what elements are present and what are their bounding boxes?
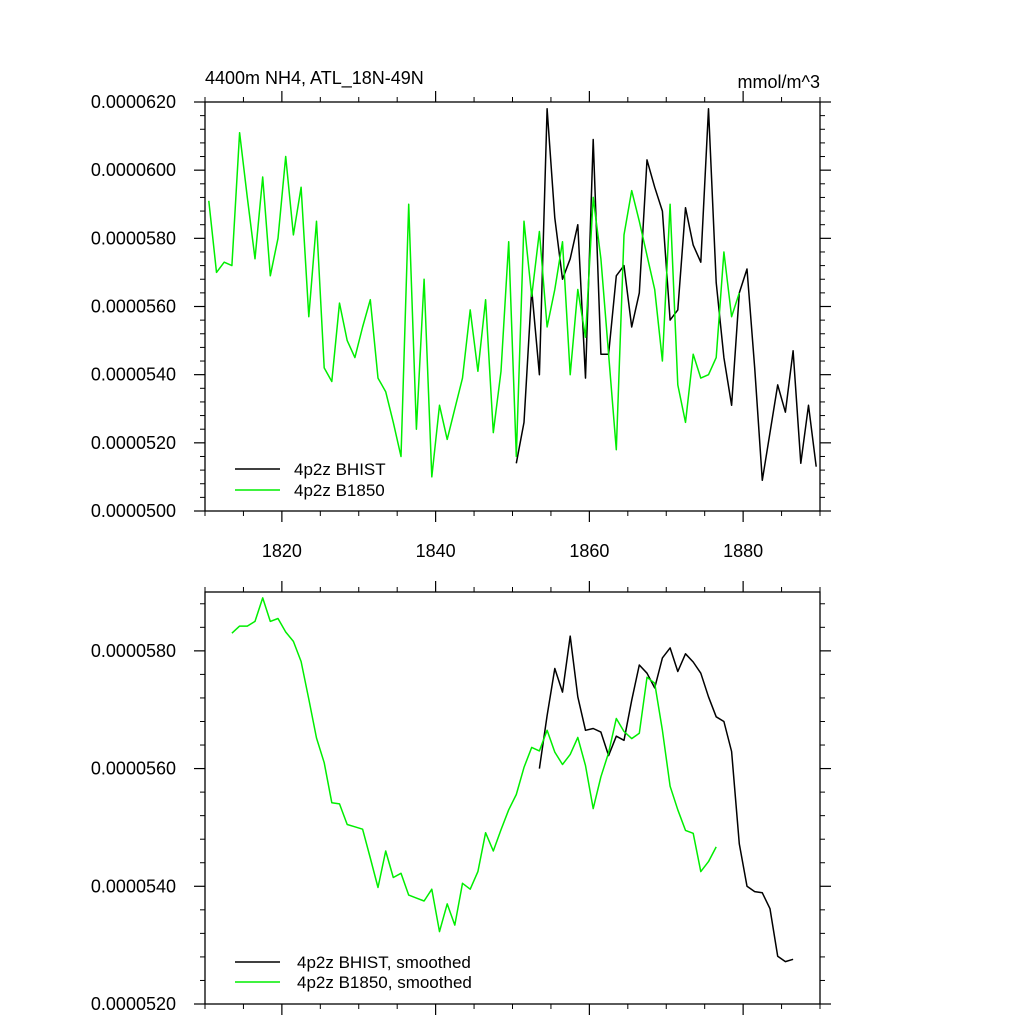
bottom-y-tick-label: 0.0000580 — [91, 641, 176, 661]
chart-title: 4400m NH4, ATL_18N-49N — [205, 68, 424, 89]
top-plot-marks — [208, 108, 817, 482]
top-series-line-1 — [208, 131, 741, 478]
bottom-y-tick-label: 0.0000560 — [91, 759, 176, 779]
top-plot-frame — [204, 101, 821, 512]
top-series-line-0 — [515, 108, 817, 482]
bottom-plot-marks — [231, 597, 794, 963]
top-legend: 4p2z BHIST 4p2z B1850 — [235, 460, 386, 500]
bottom-panel: 0.0000520 0.0000540 0.0000560 0.0000580 4p2… — [91, 581, 831, 1015]
top-y-tick-label: 0.0000520 — [91, 433, 176, 453]
top-x-tick-label: 1860 — [569, 541, 609, 561]
top-x-tick-label: 1820 — [262, 541, 302, 561]
bottom-y-tick-label: 0.0000520 — [91, 994, 176, 1014]
top-panel: 4400m NH4, ATL_18N-49N mmol/m^3 1820 1840… — [91, 68, 831, 561]
bottom-series-line-0 — [538, 635, 794, 963]
top-y-tick-label: 0.0000500 — [91, 501, 176, 521]
bottom-y-tick-label: 0.0000540 — [91, 876, 176, 896]
top-y-tick-label: 0.0000540 — [91, 365, 176, 385]
top-x-tick-label: 1840 — [416, 541, 456, 561]
legend-label-bhist-smoothed: 4p2z BHIST, smoothed — [297, 953, 471, 972]
units-label: mmol/m^3 — [738, 72, 820, 92]
bottom-legend: 4p2z BHIST, smoothed 4p2z B1850, smoothe… — [235, 953, 472, 992]
top-axes: 1820 1840 1860 1880 0.0000500 0.0000520 0.0000… — [91, 91, 831, 561]
top-y-tick-label: 0.0000600 — [91, 160, 176, 180]
bottom-plot-frame — [204, 591, 821, 1005]
legend-label-bhist: 4p2z BHIST — [294, 460, 386, 479]
bottom-axes: 0.0000520 0.0000540 0.0000560 0.0000580 — [91, 581, 831, 1015]
legend-label-b1850: 4p2z B1850 — [294, 481, 385, 500]
legend-label-b1850-smoothed: 4p2z B1850, smoothed — [297, 973, 472, 992]
top-y-tick-label: 0.0000560 — [91, 297, 176, 317]
top-y-tick-label: 0.0000620 — [91, 92, 176, 112]
top-x-tick-label: 1880 — [723, 541, 763, 561]
bottom-series-line-1 — [231, 597, 717, 933]
top-y-tick-label: 0.0000580 — [91, 228, 176, 248]
